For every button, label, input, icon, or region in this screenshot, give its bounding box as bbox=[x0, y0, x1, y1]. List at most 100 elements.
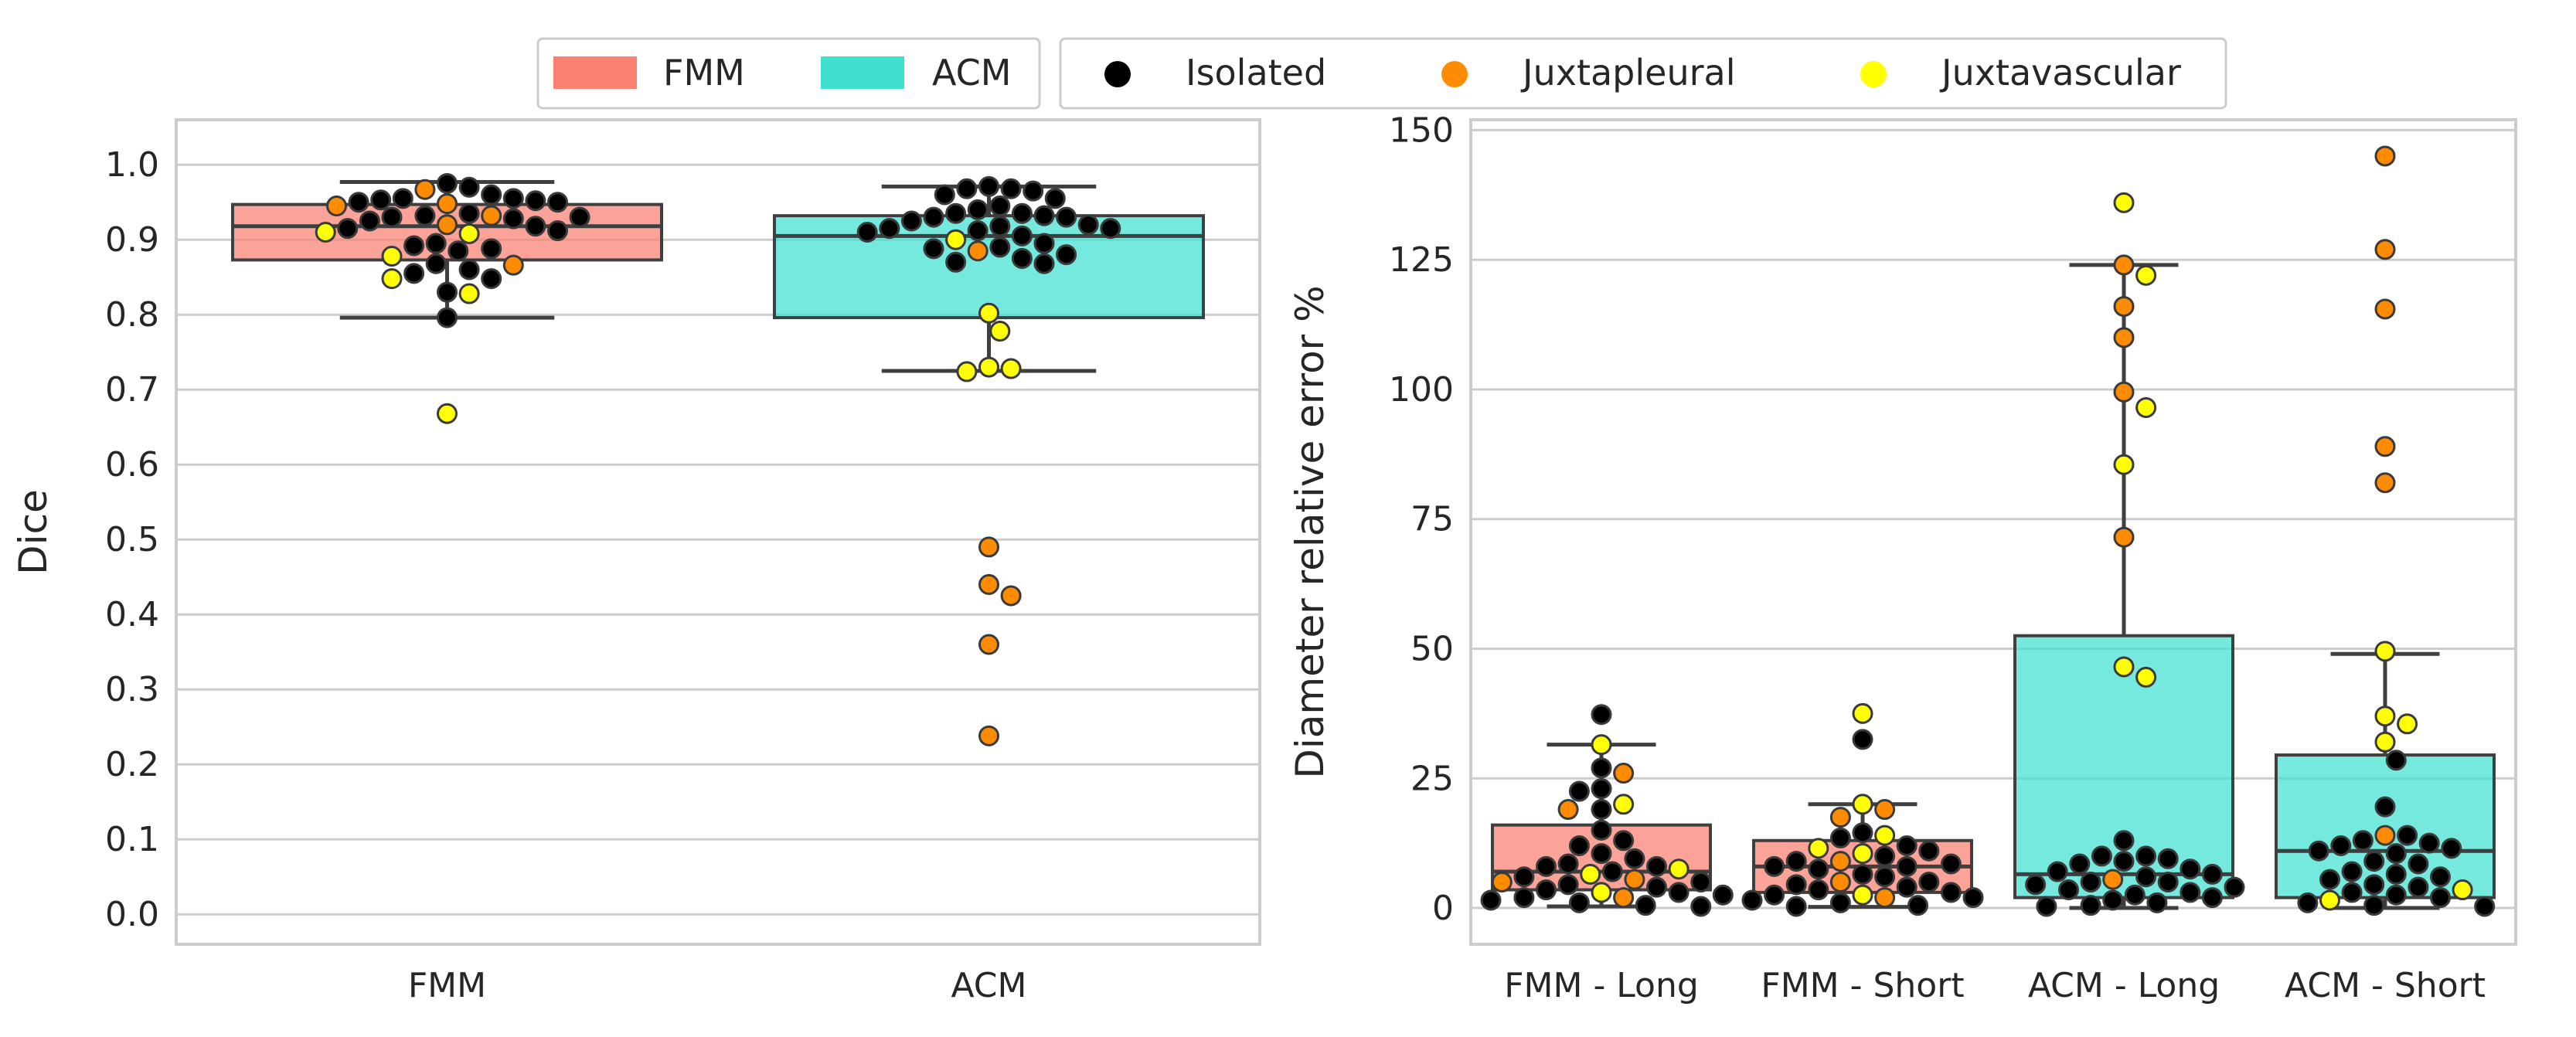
dice-point-juxtavascular bbox=[1000, 358, 1022, 379]
error-axes-frame bbox=[1469, 118, 2517, 946]
error-point-isolated bbox=[2385, 750, 2407, 771]
dice-point-isolated bbox=[437, 307, 458, 328]
dice-point-isolated bbox=[978, 175, 999, 197]
dice-point-isolated bbox=[900, 210, 922, 232]
error-point-juxtapleural bbox=[1613, 887, 1635, 909]
error-point-juxtavascular bbox=[2397, 713, 2418, 735]
dice-point-isolated bbox=[945, 202, 967, 224]
error-point-juxtapleural bbox=[2374, 239, 2396, 260]
error-ytick-label: 50 bbox=[1411, 629, 1454, 668]
error-point-isolated bbox=[2157, 871, 2179, 892]
dice-ytick-label: 0.7 bbox=[105, 370, 159, 410]
error-point-isolated bbox=[1557, 853, 1579, 875]
dice-point-juxtapleural bbox=[1000, 585, 1022, 607]
error-point-isolated bbox=[2363, 874, 2385, 896]
error-point-juxtapleural bbox=[2374, 298, 2396, 320]
dice-point-juxtavascular bbox=[989, 321, 1011, 342]
error-point-isolated bbox=[2102, 889, 2124, 911]
dice-point-isolated bbox=[425, 253, 447, 274]
error-point-isolated bbox=[1741, 889, 1763, 911]
error-point-isolated bbox=[2113, 851, 2135, 872]
error-point-isolated bbox=[2352, 830, 2374, 852]
error-point-isolated bbox=[2441, 838, 2462, 859]
error-point-isolated bbox=[2408, 876, 2429, 898]
diameter-error-panel: 0 25 50 75 100 125 150 Diameter relative error … bbox=[1288, 110, 2517, 1005]
dice-point-isolated bbox=[1011, 202, 1033, 224]
error-point-isolated bbox=[2385, 884, 2407, 906]
error-point-isolated bbox=[2135, 866, 2157, 888]
error-point-isolated bbox=[1568, 780, 1590, 802]
dice-point-juxtapleural bbox=[978, 573, 999, 595]
dice-point-juxtavascular bbox=[978, 302, 999, 324]
error-point-juxtavascular bbox=[2452, 879, 2473, 901]
error-point-juxtavascular bbox=[1852, 794, 1873, 815]
dice-ylabel: Dice bbox=[11, 489, 56, 575]
error-point-isolated bbox=[1874, 866, 1896, 888]
error-point-juxtapleural bbox=[1613, 763, 1635, 784]
dice-panel: 0.0 0.1 0.2 0.3 0.4 0.5 0.6 0.7 0.8 0.9 1.0 Dice FMM… bbox=[11, 118, 1261, 1005]
dice-point-isolated bbox=[403, 235, 425, 257]
dice-ytick-label: 0.3 bbox=[105, 670, 159, 709]
error-point-juxtapleural bbox=[2374, 145, 2396, 167]
error-point-isolated bbox=[1896, 855, 1918, 877]
error-point-isolated bbox=[1591, 843, 1612, 865]
dice-point-isolated bbox=[856, 222, 878, 243]
dice-ytick-label: 1.0 bbox=[105, 145, 159, 185]
error-point-isolated bbox=[2341, 882, 2363, 903]
error-point-isolated bbox=[2201, 863, 2223, 885]
error-point-isolated bbox=[1591, 778, 1612, 800]
error-point-isolated bbox=[2080, 871, 2101, 892]
legend-juxtapleural-label: Juxtapleural bbox=[1520, 52, 1735, 94]
error-point-isolated bbox=[1896, 876, 1918, 898]
error-point-juxtapleural bbox=[2374, 436, 2396, 457]
error-point-isolated bbox=[2180, 882, 2201, 903]
error-point-isolated bbox=[1764, 884, 1785, 906]
error-point-isolated bbox=[2180, 858, 2201, 880]
dice-point-isolated bbox=[447, 240, 469, 262]
dice-ytick-label: 0.2 bbox=[105, 745, 159, 784]
error-xtick-label: ACM - Short bbox=[2285, 966, 2486, 1005]
error-point-isolated bbox=[1601, 861, 1623, 882]
error-point-isolated bbox=[1852, 863, 1873, 885]
dice-point-isolated bbox=[967, 199, 989, 220]
error-point-isolated bbox=[2297, 892, 2319, 913]
error-point-isolated bbox=[2363, 851, 2385, 872]
dice-point-isolated bbox=[1100, 218, 1121, 240]
dice-point-isolated bbox=[370, 189, 392, 211]
legend-juxtavascular-label: Juxtavascular bbox=[1939, 52, 2181, 94]
dice-point-isolated bbox=[381, 206, 403, 228]
error-point-juxtapleural bbox=[2113, 526, 2135, 548]
dice-point-juxtapleural bbox=[978, 725, 999, 746]
error-ylabel: Diameter relative error % bbox=[1288, 285, 1332, 778]
legend-isolated-label: Isolated bbox=[1186, 52, 1326, 94]
error-point-juxtapleural bbox=[2113, 296, 2135, 318]
error-point-juxtapleural bbox=[1491, 871, 1513, 892]
error-point-isolated bbox=[1624, 848, 1645, 869]
error-point-juxtapleural bbox=[2113, 254, 2135, 276]
error-point-isolated bbox=[2069, 853, 2091, 875]
error-point-isolated bbox=[2091, 845, 2112, 867]
error-point-isolated bbox=[2124, 884, 2146, 906]
error-point-isolated bbox=[2408, 853, 2429, 875]
dice-point-juxtavascular bbox=[945, 229, 967, 250]
legend-acm-label: ACM bbox=[932, 52, 1011, 94]
dice-point-isolated bbox=[348, 192, 369, 213]
dice-point-juxtavascular bbox=[381, 268, 403, 290]
dice-point-isolated bbox=[989, 236, 1011, 258]
error-point-juxtavascular bbox=[2135, 264, 2157, 286]
dice-point-isolated bbox=[879, 218, 900, 240]
dice-ytick-label: 0.1 bbox=[105, 820, 159, 859]
error-xtick-label: FMM - Long bbox=[1504, 966, 1699, 1005]
error-point-isolated bbox=[1808, 858, 1829, 880]
error-point-juxtavascular bbox=[2374, 731, 2396, 753]
error-point-isolated bbox=[1690, 896, 1712, 917]
error-point-juxtapleural bbox=[2113, 381, 2135, 403]
error-point-isolated bbox=[1568, 892, 1590, 913]
error-point-isolated bbox=[1940, 853, 1962, 875]
dice-point-juxtavascular bbox=[956, 361, 978, 382]
error-point-isolated bbox=[2430, 866, 2451, 888]
dice-point-isolated bbox=[1056, 206, 1077, 228]
legend-juxtavascular-marker bbox=[1860, 61, 1887, 87]
error-point-isolated bbox=[2058, 879, 2079, 901]
dice-point-isolated bbox=[1056, 244, 1077, 266]
